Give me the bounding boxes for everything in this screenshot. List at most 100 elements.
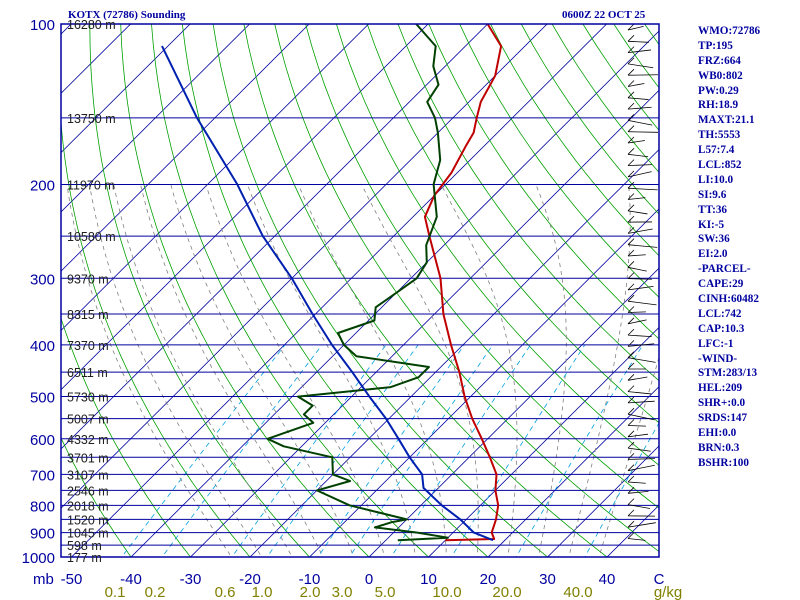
wind-barb bbox=[627, 197, 646, 200]
index-value: RH:18.9 bbox=[698, 99, 739, 112]
wind-barb-flag bbox=[627, 498, 635, 505]
mixing-ratio-line bbox=[584, 422, 659, 557]
wind-barb bbox=[627, 413, 655, 421]
isotherm-line bbox=[546, 445, 659, 557]
pressure-tick-label: 300 bbox=[30, 271, 55, 288]
wind-barb bbox=[627, 120, 653, 126]
wind-barb-flag bbox=[627, 23, 635, 31]
moist-adiabat-line bbox=[205, 184, 386, 557]
index-value: SRDS:147 bbox=[698, 412, 748, 425]
mixing-ratio-label: g/kg bbox=[654, 584, 682, 600]
index-value: -WIND- bbox=[698, 352, 738, 365]
index-value: BRN:0.3 bbox=[698, 441, 740, 454]
wind-barb-flag bbox=[627, 509, 635, 517]
wind-barb bbox=[627, 285, 654, 291]
isotherm-line bbox=[189, 89, 659, 557]
index-value: SI:9.6 bbox=[698, 188, 727, 201]
temperature-tick-label: -30 bbox=[180, 571, 202, 588]
dry-adiabat-line bbox=[459, 24, 659, 298]
plot-frame bbox=[60, 23, 660, 558]
pressure-tick-label: 200 bbox=[30, 177, 55, 194]
moist-adiabat-line bbox=[598, 356, 659, 557]
wind-barb bbox=[627, 538, 646, 541]
pressure-tick-label: 500 bbox=[30, 390, 55, 407]
height-label: 4332 m bbox=[67, 433, 109, 447]
pressure-unit-label: mb bbox=[33, 571, 54, 588]
index-value: HEL:209 bbox=[698, 382, 743, 395]
wind-barbs bbox=[627, 23, 658, 541]
mixing-ratio-label: 2.0 bbox=[300, 584, 321, 600]
dry-adiabat-line bbox=[61, 117, 251, 557]
height-label: 8315 m bbox=[67, 308, 109, 322]
isotherm-line bbox=[61, 24, 489, 450]
height-label: 177 m bbox=[67, 551, 102, 565]
wind-barb-flag bbox=[627, 249, 635, 257]
mixing-ratio-line bbox=[390, 344, 531, 557]
moist-adiabat-line bbox=[140, 184, 324, 557]
index-value: BSHR:100 bbox=[698, 456, 749, 469]
mixing-ratio-label: 20.0 bbox=[492, 584, 521, 600]
temperature-tick-label: -40 bbox=[120, 571, 142, 588]
wind-barb-flag bbox=[627, 430, 635, 438]
temperature-tick-label: 0 bbox=[365, 571, 373, 588]
wind-barb bbox=[627, 425, 646, 427]
wind-barb-flag bbox=[627, 181, 635, 189]
wind-barb bbox=[627, 522, 656, 528]
index-value: EHI:0.0 bbox=[698, 427, 737, 440]
isotherm-line bbox=[70, 24, 608, 557]
wind-barb-flag bbox=[627, 261, 635, 268]
wind-barb-flag bbox=[627, 193, 635, 200]
wind-barb-flag bbox=[627, 68, 635, 76]
index-value: TP:195 bbox=[698, 39, 733, 52]
moist-adiabat-line bbox=[297, 184, 447, 557]
pressure-tick-label: 1000 bbox=[22, 550, 55, 567]
mixing-ratio-line bbox=[317, 344, 465, 557]
dry-adiabat-line bbox=[181, 24, 489, 557]
wind-barb-flag bbox=[627, 520, 635, 528]
wind-barb bbox=[627, 266, 647, 272]
wind-barb-flag bbox=[627, 148, 635, 155]
moist-adiabat-line bbox=[535, 184, 567, 557]
pressure-tick-label: 800 bbox=[30, 498, 55, 515]
isobar-lines bbox=[61, 23, 659, 558]
wind-barb-flag bbox=[627, 170, 635, 178]
index-value: KI:-5 bbox=[698, 218, 725, 231]
mixing-ratio-label: 0.2 bbox=[145, 584, 166, 600]
wind-barb bbox=[627, 433, 649, 438]
temperature-tick-label: 30 bbox=[539, 571, 556, 588]
pressure-tick-label: 400 bbox=[30, 338, 55, 355]
wind-barb-flag bbox=[627, 204, 635, 212]
index-value: -PARCEL- bbox=[698, 263, 751, 276]
wind-barb-flag bbox=[627, 317, 635, 325]
isotherm-line bbox=[368, 267, 659, 557]
wind-barb-flag bbox=[627, 385, 635, 392]
wind-barb-flag bbox=[627, 102, 635, 110]
wind-barb bbox=[627, 311, 646, 313]
index-value: MAXT:21.1 bbox=[698, 114, 755, 127]
index-value: TT:36 bbox=[698, 203, 728, 216]
wind-barb bbox=[627, 254, 646, 257]
pressure-tick-label: 600 bbox=[30, 432, 55, 449]
height-label: 5007 m bbox=[67, 413, 109, 427]
index-value: TH:5553 bbox=[698, 129, 741, 142]
mixing-ratio-line bbox=[161, 344, 323, 557]
height-label: 9370 m bbox=[67, 272, 109, 286]
parcel-path-line bbox=[161, 45, 494, 542]
dry-adiabat-line bbox=[243, 24, 608, 557]
height-label: 1045 m bbox=[67, 527, 109, 541]
index-value: WMO:72786 bbox=[698, 25, 761, 37]
pressure-tick-label: 100 bbox=[30, 17, 55, 34]
index-value: PW:0.29 bbox=[698, 84, 739, 97]
wind-barb-flag bbox=[627, 362, 635, 370]
moist-adiabat-line bbox=[247, 184, 417, 557]
index-value: STM:283/13 bbox=[698, 367, 758, 380]
wind-barb bbox=[627, 140, 645, 144]
wind-barb bbox=[627, 63, 654, 69]
wind-barb bbox=[627, 187, 658, 191]
height-label: 2018 m bbox=[67, 499, 109, 513]
wind-barb-flag bbox=[627, 407, 635, 415]
moist-adiabat-line bbox=[113, 184, 293, 557]
index-value: LCL:742 bbox=[698, 307, 742, 320]
wind-barb-flag bbox=[627, 114, 635, 121]
